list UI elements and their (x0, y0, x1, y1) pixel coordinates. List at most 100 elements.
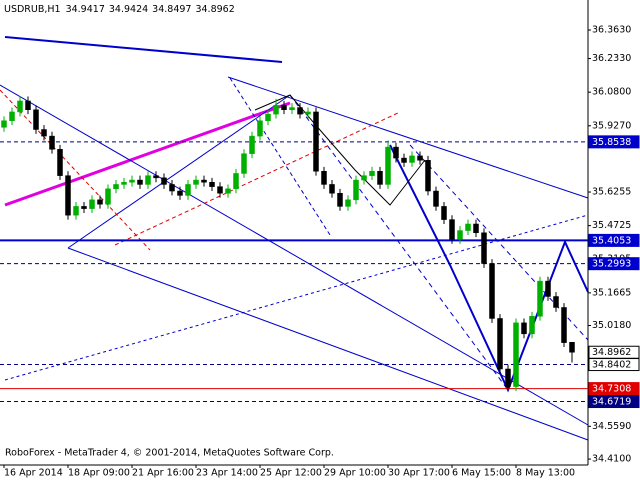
candle-body (441, 206, 447, 220)
level-label-box (588, 233, 640, 247)
channel-line (229, 77, 331, 236)
candle-body (521, 322, 527, 335)
candle-body (41, 129, 47, 137)
y-tick-label: 35.4725 (592, 220, 631, 231)
y-tick-label: 35.0180 (592, 320, 631, 331)
candle-body (369, 171, 375, 176)
candle-body (305, 111, 311, 115)
wave-line (254, 94, 426, 206)
candle-body (49, 135, 55, 150)
candle-body (329, 184, 335, 194)
candle-body (313, 111, 319, 172)
candle-body (529, 316, 535, 335)
x-tick-label: 6 May 15:00 (452, 468, 511, 479)
candle-body (297, 107, 303, 115)
forecast-path (389, 144, 589, 393)
y-tick-label: 34.5590 (592, 421, 631, 432)
trend-line (4, 36, 283, 63)
candle-body (225, 188, 231, 194)
candle-body (177, 190, 183, 196)
candle-body (537, 280, 543, 317)
x-tick-label: 30 Apr 17:00 (388, 468, 450, 479)
candle-body (273, 105, 279, 115)
y-tick-label: 36.3630 (592, 24, 631, 35)
candle-body (169, 184, 175, 192)
chart-header: USDRUB,H1 34.9417 34.9424 34.8497 34.8962 (4, 4, 235, 15)
candle-body (113, 184, 119, 190)
candle-body (257, 120, 263, 137)
y-tick-label: 36.2330 (592, 53, 631, 64)
ohlc-open: 34.9417 (66, 4, 105, 15)
level-label: 34.8402 (592, 360, 631, 371)
level-label: 35.8538 (592, 137, 631, 148)
candle-body (121, 181, 127, 185)
trend-line (289, 94, 509, 391)
candle-body (1, 120, 7, 128)
candle-body (145, 175, 151, 185)
symbol: USDRUB,H1 (4, 4, 61, 15)
candle-body (457, 230, 463, 240)
trend-line (227, 76, 589, 199)
candle-body (233, 173, 239, 190)
channel-line (114, 111, 401, 246)
candle-body (153, 175, 159, 179)
candle-body (97, 199, 103, 205)
candle-body (553, 296, 559, 308)
trend-line (4, 214, 589, 381)
level-label: 34.7308 (592, 384, 631, 395)
candle-body (193, 179, 199, 185)
candle-body (129, 179, 135, 183)
candle-body (433, 190, 439, 207)
level-label-box (588, 257, 640, 271)
candle-body (497, 318, 503, 370)
candle-body (401, 157, 407, 163)
candle-body (545, 280, 551, 297)
y-tick-label: 35.1665 (592, 287, 631, 298)
y-tick-label: 35.6255 (592, 187, 631, 198)
candle-body (409, 155, 415, 163)
candle-body (185, 184, 191, 196)
x-tick-label: 25 Apr 12:00 (260, 468, 322, 479)
candle-body (417, 155, 423, 161)
candle-body (569, 342, 575, 353)
level-label: 35.2993 (592, 259, 631, 270)
candle-body (361, 175, 367, 181)
x-tick-label: 29 Apr 10:00 (324, 468, 386, 479)
y-tick-label: 35.9270 (592, 120, 631, 131)
candle-body (321, 171, 327, 185)
y-tick-label: 36.0800 (592, 87, 631, 98)
candle-body (209, 181, 215, 187)
candle-body (65, 175, 71, 216)
candle-body (25, 100, 31, 110)
candle-body (137, 179, 143, 185)
candle-body (89, 199, 95, 209)
candle-body (217, 186, 223, 194)
candle-body (337, 192, 343, 207)
level-label: 34.6719 (592, 397, 631, 408)
candle-body (265, 113, 271, 121)
candle-body (561, 307, 567, 343)
candle-body (393, 146, 399, 159)
channel-line (0, 89, 151, 251)
candle-body (57, 149, 63, 176)
candle-body (17, 100, 23, 113)
x-tick-label: 16 Apr 2014 (4, 468, 63, 479)
x-tick-label: 23 Apr 14:00 (196, 468, 258, 479)
candle-body (73, 206, 79, 216)
candle-body (241, 153, 247, 174)
x-tick-label: 21 Apr 16:00 (132, 468, 194, 479)
candle-body (345, 199, 351, 207)
candle-body (33, 109, 39, 130)
level-label: 35.4053 (592, 235, 631, 246)
candle-body (105, 188, 111, 205)
footer: RoboForex - MetaTrader 4, © 2001-2014, M… (5, 448, 334, 459)
level-label-box (588, 358, 640, 372)
candle-body (473, 223, 479, 234)
trend-line (4, 101, 291, 207)
candle-body (201, 179, 207, 183)
trend-line (67, 247, 589, 441)
candle-body (505, 368, 511, 387)
x-tick-label: 18 Apr 09:00 (68, 468, 130, 479)
level-label-box (588, 382, 640, 396)
